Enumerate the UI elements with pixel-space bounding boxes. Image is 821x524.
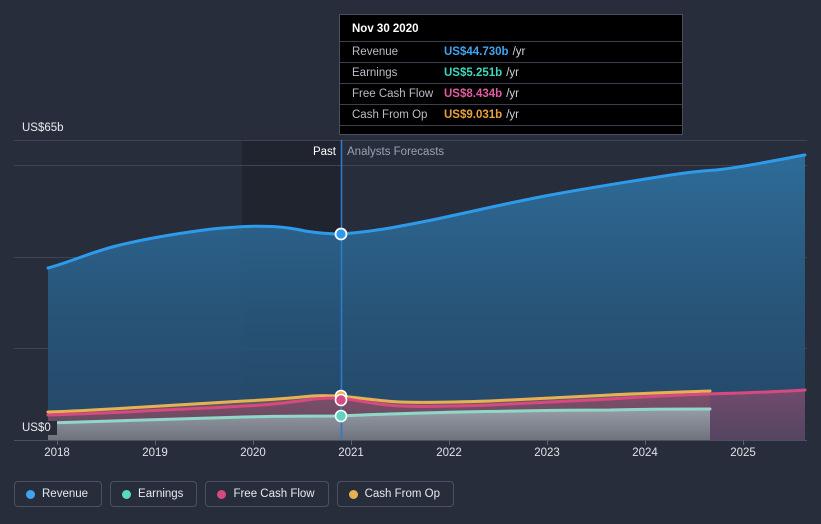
- legend-label-cash-from-op: Cash From Op: [364, 488, 441, 500]
- tooltip-label-revenue: Revenue: [352, 46, 399, 58]
- earnings-line: [46, 407, 712, 425]
- legend-item-cash-from-op[interactable]: Cash From Op: [336, 481, 455, 507]
- x-tick-2022: 2022: [436, 447, 462, 459]
- x-tick-2018: 2018: [44, 447, 70, 459]
- x-tick-2020: 2020: [240, 447, 266, 459]
- data-tooltip: Nov 30 2020 Revenue US$44.730b /yr Earni…: [339, 14, 683, 135]
- highlight-markers: [334, 227, 348, 423]
- past-period-label: Past: [312, 146, 336, 158]
- legend-item-free-cash-flow[interactable]: Free Cash Flow: [205, 481, 329, 507]
- tooltip-value-free-cash-flow: US$8.434b: [444, 88, 503, 100]
- legend-dot-revenue: [26, 489, 35, 499]
- plot-svg: [14, 140, 807, 445]
- earnings-area: [48, 409, 710, 440]
- forecast-period-label: Analysts Forecasts: [347, 146, 445, 158]
- y-axis-top-label: US$65b: [18, 121, 70, 135]
- legend-item-revenue[interactable]: Revenue: [14, 481, 103, 507]
- tooltip-value-earnings: US$5.251b: [444, 67, 503, 79]
- tooltip-date-title: Nov 30 2020: [352, 23, 419, 35]
- tooltip-row-revenue: Revenue US$44.730b /yr: [340, 41, 682, 62]
- x-tick-2023: 2023: [534, 447, 560, 459]
- legend-label-free-cash-flow: Free Cash Flow: [233, 488, 315, 500]
- tooltip-unit-revenue: /yr: [512, 46, 526, 58]
- legend-dot-earnings: [122, 489, 132, 499]
- tooltip-unit-free-cash-flow: /yr: [506, 88, 519, 100]
- tooltip-row-free-cash-flow: Free Cash Flow US$8.434b /yr: [340, 83, 682, 104]
- tooltip-row-cash-from-op: Cash From Op US$9.031b /yr: [340, 104, 682, 125]
- x-tick-2025: 2025: [730, 447, 756, 459]
- tooltip-value-cash-from-op: US$9.031b: [444, 109, 503, 121]
- tooltip-label-cash-from-op: Cash From Op: [352, 109, 428, 121]
- plot-area[interactable]: US$65b US$0 Past Analysts Forecasts 2018…: [0, 0, 821, 465]
- legend-item-earnings[interactable]: Earnings: [110, 481, 198, 507]
- legend-dot-cash-from-op: [348, 489, 358, 499]
- legend-dot-free-cash-flow: [217, 489, 227, 499]
- revenue-area: [48, 155, 805, 440]
- chart-legend: Revenue Earnings Free Cash Flow Cash Fro…: [14, 481, 455, 507]
- tooltip-unit-earnings: /yr: [506, 67, 519, 79]
- y-axis-zero-label: US$0: [18, 421, 57, 435]
- tooltip-footer-spacer: [340, 125, 682, 134]
- marker-revenue: [334, 227, 348, 241]
- tooltip-label-earnings: Earnings: [352, 67, 398, 79]
- x-axis-ticks: [57, 440, 744, 445]
- tooltip-unit-cash-from-op: /yr: [506, 109, 519, 121]
- free-cash-flow-line: [46, 388, 807, 417]
- marker-earnings: [334, 409, 348, 423]
- tooltip-label-free-cash-flow: Free Cash Flow: [352, 88, 434, 100]
- legend-label-earnings: Earnings: [138, 488, 184, 500]
- x-tick-2024: 2024: [632, 447, 658, 459]
- tooltip-row-earnings: Earnings US$5.251b /yr: [340, 62, 682, 83]
- x-tick-2019: 2019: [142, 447, 168, 459]
- legend-label-revenue: Revenue: [42, 488, 89, 500]
- x-tick-2021: 2021: [338, 447, 364, 459]
- revenue-line: [46, 153, 807, 270]
- marker-free-cash-flow: [334, 393, 348, 407]
- tooltip-value-revenue: US$44.730b: [444, 46, 509, 58]
